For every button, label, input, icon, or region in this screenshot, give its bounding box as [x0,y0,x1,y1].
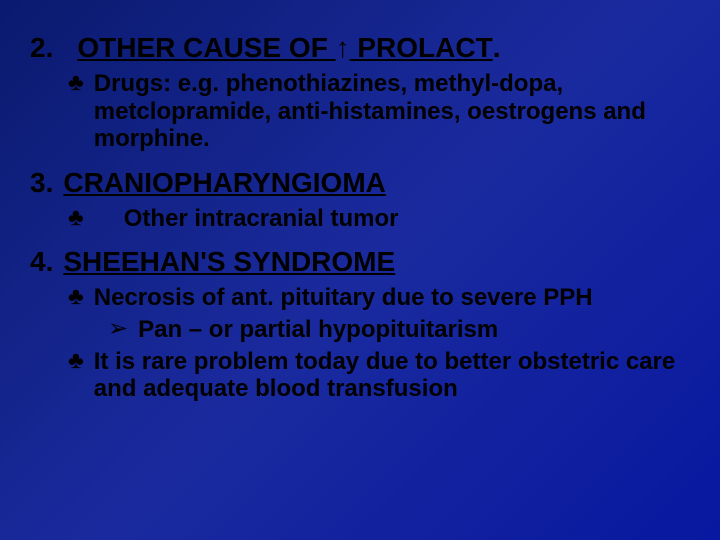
heading-row-4: 4. SHEEHAN'S SYNDROME [30,246,690,278]
club-icon: ♣ [68,70,84,96]
bullet-4-2: ♣ It is rare problem today due to better… [68,348,690,403]
triangle-icon: ➢ [108,316,128,342]
club-icon: ♣ [68,205,84,231]
section-2: 2. OTHER CAUSE OF ↑ PROLACT. ♣ Drugs: e.… [30,32,690,153]
section-3: 3. CRANIOPHARYNGIOMA ♣ Other intracrania… [30,167,690,233]
heading-row-2: 2. OTHER CAUSE OF ↑ PROLACT. [30,32,690,64]
heading-row-3: 3. CRANIOPHARYNGIOMA [30,167,690,199]
sub-bullet-4-1-text: Pan – or partial hypopituitarism [138,316,498,344]
bullet-2-1: ♣ Drugs: e.g. phenothiazines, methyl-dop… [68,70,690,153]
heading-4: SHEEHAN'S SYNDROME [63,246,395,278]
heading-2-post: PROLACT [350,32,493,63]
bullet-4-2-text: It is rare problem today due to better o… [94,348,690,403]
heading-3: CRANIOPHARYNGIOMA [63,167,386,199]
section-4: 4. SHEEHAN'S SYNDROME ♣ Necrosis of ant.… [30,246,690,402]
club-icon: ♣ [68,348,84,374]
bullet-4-1-text: Necrosis of ant. pituitary due to severe… [94,284,593,312]
heading-2-pre: OTHER CAUSE OF [77,32,335,63]
bullet-3-1-text: Other intracranial tumor [124,205,399,233]
heading-2: OTHER CAUSE OF ↑ PROLACT [77,32,492,64]
bullet-4-1: ♣ Necrosis of ant. pituitary due to seve… [68,284,690,312]
number-4: 4. [30,246,53,278]
bullet-2-1-text: Drugs: e.g. phenothiazines, methyl-dopa,… [94,70,690,153]
heading-2-dot: . [493,32,501,64]
sub-bullet-4-1: ➢ Pan – or partial hypopituitarism [108,316,690,344]
club-icon: ♣ [68,284,84,310]
number-2: 2. [30,32,53,64]
bullet-3-1: ♣ Other intracranial tumor [68,205,690,233]
number-3: 3. [30,167,53,199]
up-arrow-icon: ↑ [336,32,350,64]
